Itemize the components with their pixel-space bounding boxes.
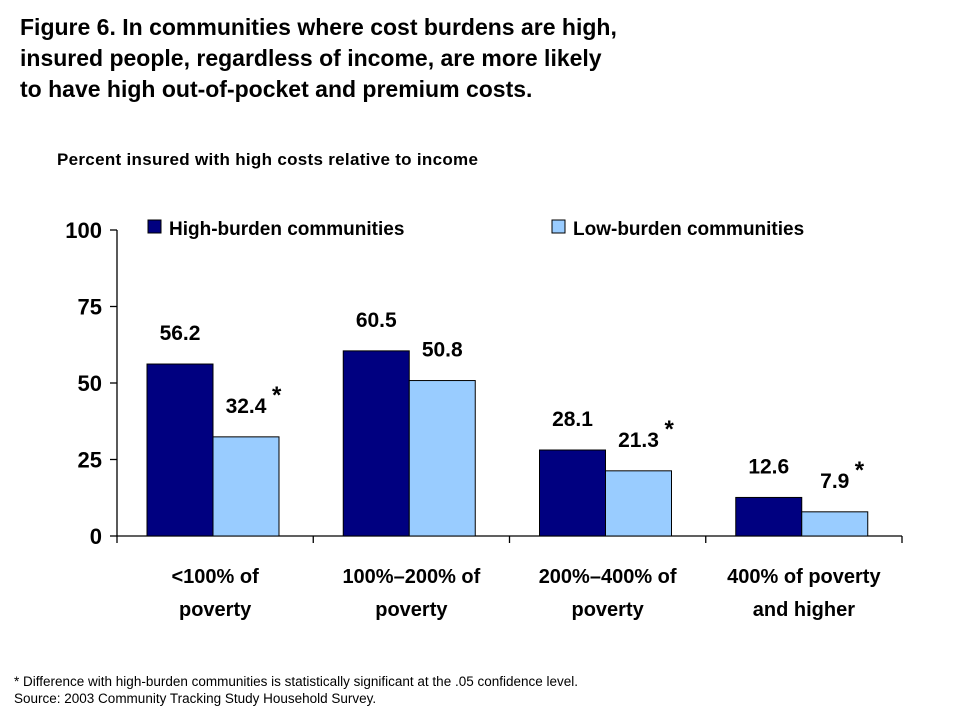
y-tick-label: 75 [78, 295, 102, 320]
x-tick-label: 100%–200% of [342, 566, 480, 588]
figure-title-line: insured people, regardless of income, ar… [20, 45, 602, 71]
bar [539, 449, 606, 537]
x-tick-label: poverty [375, 599, 448, 621]
data-label: 12.6 [748, 455, 789, 478]
x-tick-label: and higher [753, 599, 855, 621]
x-tick-label: poverty [179, 599, 252, 621]
y-tick-label: 100 [65, 218, 102, 243]
x-tick-label: 400% of poverty [727, 566, 881, 588]
figure-title-line: to have high out-of-pocket and premium c… [20, 76, 533, 102]
bar [801, 511, 869, 537]
bar-chart: 0 25 50 75 100 <100% of poverty 100%–200% of pov… [65, 218, 903, 621]
data-label: 60.5 [356, 309, 397, 332]
footnote-significance: * Difference with high-burden communitie… [14, 674, 579, 689]
figure-title: Figure 6. In communities where cost burd… [20, 12, 920, 105]
bar [735, 496, 803, 537]
legend: High-burden communities Low-burden commun… [147, 219, 804, 240]
x-tick-label: poverty [572, 599, 645, 621]
data-label: 21.3 [618, 429, 659, 452]
bar [342, 350, 410, 537]
legend-label: Low-burden communities [573, 219, 804, 240]
figure-title-line: Figure 6. In communities where cost burd… [20, 14, 617, 40]
data-label: 56.2 [160, 322, 201, 345]
bar [408, 380, 476, 537]
chart-subtitle: Percent insured with high costs relative… [57, 150, 479, 169]
bar [605, 470, 672, 537]
data-label: 7.9 [820, 470, 849, 493]
y-tick-label: 0 [90, 524, 102, 549]
data-label: 32.4 [226, 395, 267, 418]
footnote: * Difference with high-burden communitie… [14, 673, 578, 707]
data-label: 28.1 [552, 408, 593, 431]
legend-swatch [147, 219, 162, 234]
x-tick-label: 200%–400% of [539, 566, 677, 588]
bar [212, 436, 280, 537]
bar [146, 363, 214, 537]
data-label: 50.8 [422, 339, 463, 362]
y-tick-label: 25 [78, 448, 102, 473]
significance-marker: * [665, 416, 675, 443]
significance-marker: * [855, 457, 865, 484]
legend-swatch [551, 219, 566, 234]
data-labels: 56.260.528.112.632.4 *50.821.3 *7.9 * [160, 309, 865, 493]
significance-marker: * [272, 382, 282, 409]
y-tick-label: 50 [78, 371, 102, 396]
bars [146, 350, 869, 537]
legend-label: High-burden communities [169, 219, 404, 240]
x-tick-label: <100% of [171, 566, 259, 588]
footnote-source: Source: 2003 Community Tracking Study Ho… [14, 691, 377, 706]
